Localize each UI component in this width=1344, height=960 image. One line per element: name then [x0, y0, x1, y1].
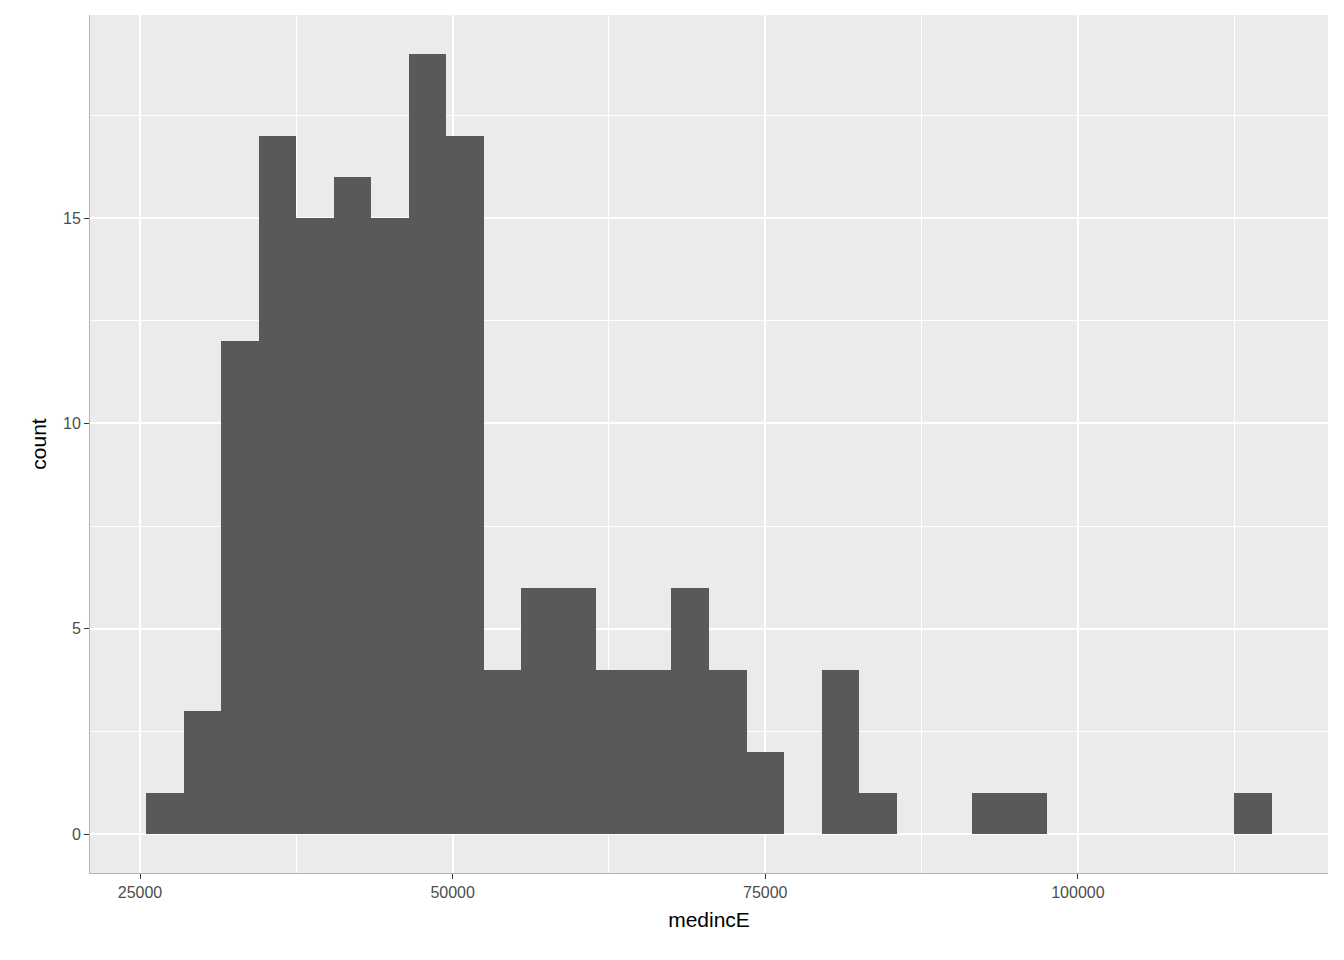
svg-text:medincE: medincE	[668, 908, 750, 931]
svg-text:25000: 25000	[118, 884, 163, 901]
svg-text:75000: 75000	[743, 884, 788, 901]
svg-text:100000: 100000	[1051, 884, 1104, 901]
svg-text:0: 0	[72, 826, 81, 843]
svg-text:50000: 50000	[430, 884, 475, 901]
svg-text:10: 10	[63, 415, 81, 432]
svg-text:count: count	[27, 418, 50, 470]
svg-text:15: 15	[63, 210, 81, 227]
svg-text:5: 5	[72, 620, 81, 637]
